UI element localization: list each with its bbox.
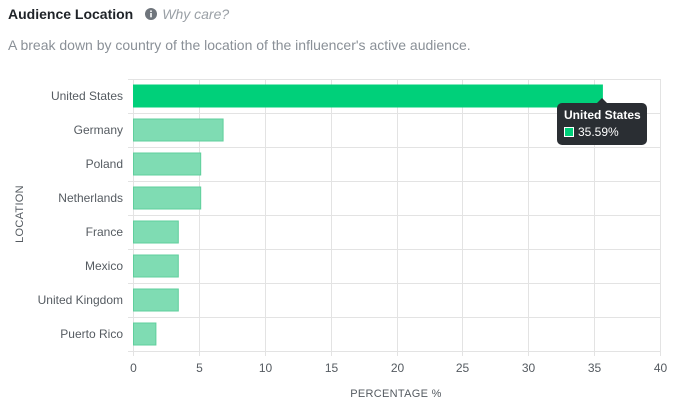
bar-mexico [133,254,179,278]
x-tick-label: 40 [654,361,668,375]
y-tick-label: United States [51,89,123,103]
bar-puerto-rico [133,322,157,346]
bar-germany [133,118,224,142]
x-tick-label: 25 [456,361,470,375]
y-tick-label: Germany [74,123,123,137]
x-tick-label: 5 [196,361,203,375]
bar-france [133,220,179,244]
x-tick-label: 15 [325,361,339,375]
bar-united-kingdom [133,288,179,312]
y-tick-label: France [86,225,124,239]
x-tick-label: 30 [522,361,536,375]
tooltip-value: 35.59% [578,125,619,139]
bar-poland [133,152,202,176]
bar-united-states [133,84,603,108]
y-tick-label: Poland [86,157,123,171]
bar-netherlands [133,186,202,210]
tooltip-title: United States [564,108,641,122]
x-tick-label: 35 [588,361,602,375]
x-tick-label: 20 [391,361,405,375]
y-tick-label: Puerto Rico [60,327,123,341]
x-axis-title: PERCENTAGE % [350,388,441,400]
x-tick-label: 0 [130,361,137,375]
tooltip-arrow [597,98,607,103]
y-tick-label: United Kingdom [38,293,123,307]
x-tick-label: 10 [259,361,273,375]
section-header: Audience Location Why care? [8,4,229,24]
tooltip-swatch [564,127,574,137]
y-axis-title: LOCATION [14,185,26,243]
section-subtitle: A break down by country of the location … [8,37,471,53]
section-title: Audience Location [8,6,134,22]
info-circle-icon[interactable] [145,8,158,20]
chart-tooltip: United States 35.59% [557,103,647,145]
why-care-link[interactable]: Why care? [162,6,230,22]
y-tick-label: Mexico [85,259,123,273]
y-tick-label: Netherlands [58,191,123,205]
